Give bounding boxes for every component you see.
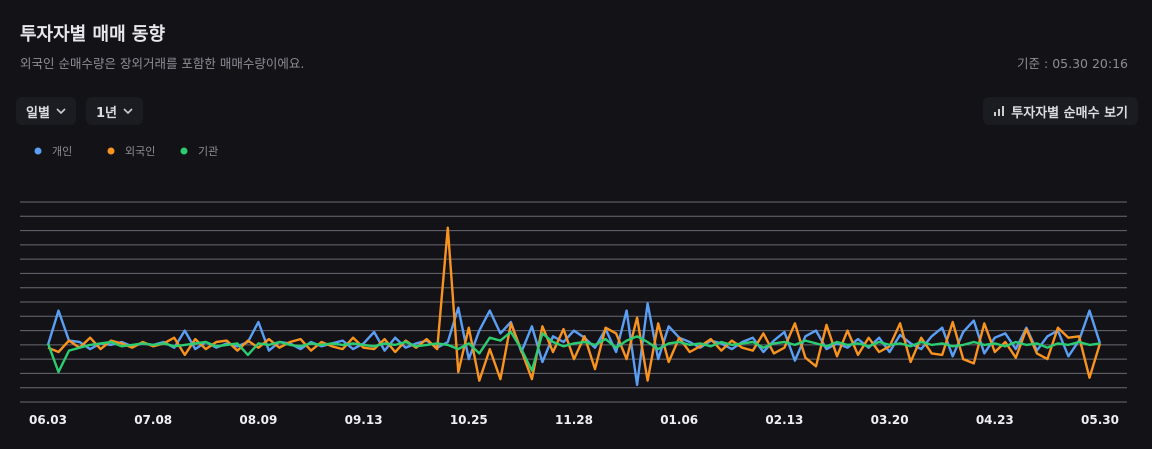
net-buy-button[interactable]: 투자자별 순매수 보기: [983, 97, 1138, 125]
timestamp: 기준 : 05.30 20:16: [1017, 56, 1128, 71]
net-buy-label: 투자자별 순매수 보기: [1011, 105, 1128, 121]
x-tick-label: 01.06: [660, 413, 698, 427]
series-line: [46, 330, 1101, 374]
x-tick-label: 04.23: [976, 413, 1014, 427]
x-tick-label: 02.13: [765, 413, 803, 427]
subtitle: 외국인 순매수량은 장외거래를 포함한 매매수량이에요.: [20, 56, 305, 71]
x-tick-label: 06.03: [29, 413, 67, 427]
legend-dot: [34, 147, 42, 155]
legend-label[interactable]: 기관: [198, 145, 218, 158]
x-tick-label: 03.20: [871, 413, 909, 427]
title: 투자자별 매매 동향: [20, 24, 166, 45]
period-dropdown[interactable]: 일별: [16, 97, 76, 125]
x-tick-label: 09.13: [345, 413, 383, 427]
chevron: [123, 108, 133, 114]
x-tick-label: 10.25: [450, 413, 488, 427]
legend-label[interactable]: 개인: [52, 145, 72, 158]
series-line: [47, 226, 1102, 382]
x-tick-label: 08.09: [239, 413, 277, 427]
bar-icon: [994, 106, 1005, 116]
period-label: 일별: [26, 105, 50, 121]
legend-dot: [107, 147, 115, 155]
range-label: 1년: [96, 105, 118, 121]
chevron: [56, 108, 66, 114]
x-tick-label: 05.30: [1081, 413, 1119, 427]
range-dropdown[interactable]: 1년: [86, 97, 144, 125]
legend-dot: [180, 147, 188, 155]
x-tick-label: 07.08: [134, 413, 172, 427]
legend-label[interactable]: 외국인: [125, 145, 155, 158]
x-tick-label: 11.28: [555, 413, 593, 427]
